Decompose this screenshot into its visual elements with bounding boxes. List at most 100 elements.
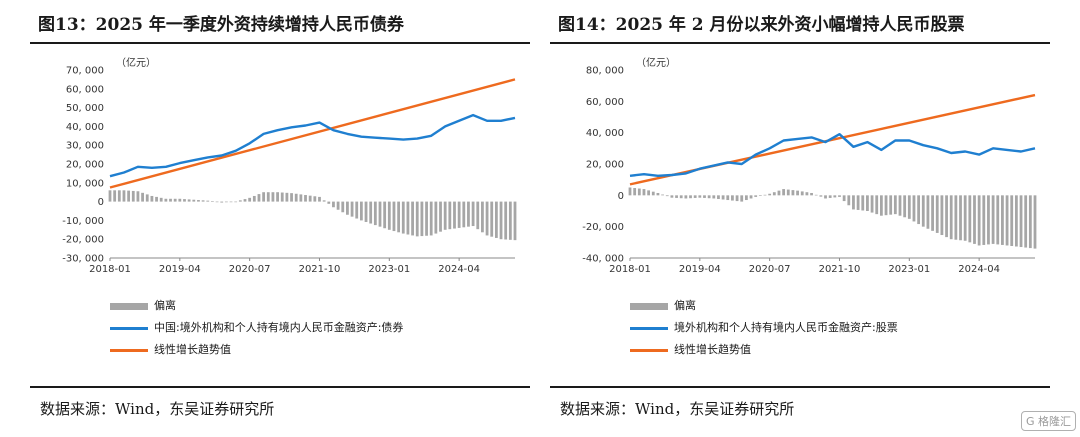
chart-title: 图14：2025 年 2 月份以来外资小幅增持人民币股票 — [558, 15, 965, 35]
y-tick-label: 70, 000 — [66, 66, 104, 77]
deviation-bar — [369, 201, 373, 224]
y-tick-label: 60, 000 — [66, 84, 104, 95]
deviation-bar — [187, 199, 191, 202]
bond-chart: （亿元） -30, 000 -20, 000 -10, 000 0 10, 000 20, … — [62, 56, 517, 275]
deviation-bar — [838, 195, 841, 197]
deviation-bar — [494, 201, 498, 238]
deviation-bar — [136, 191, 140, 202]
chart-panel-stocks: 图14：2025 年 2 月份以来外资小幅增持人民币股票 （亿元） -40, 00… — [550, 0, 1050, 437]
legend-label: 线性增长趋势值 — [154, 343, 231, 356]
deviation-bar — [387, 201, 391, 230]
deviation-bar — [675, 195, 678, 198]
deviation-bar — [921, 195, 925, 227]
deviation-bar — [796, 190, 799, 196]
deviation-bar — [805, 192, 809, 196]
deviation-bar — [346, 201, 349, 215]
y-tick-label: 40, 000 — [66, 122, 104, 133]
x-tick-label: 2018-01 — [609, 264, 651, 275]
deviation-bar — [131, 190, 135, 202]
trend-line — [109, 78, 516, 189]
deviation-bar — [689, 195, 692, 199]
deviation-bar — [499, 201, 503, 240]
deviation-bar — [810, 192, 813, 196]
deviation-bar — [959, 195, 962, 241]
deviation-bar — [661, 194, 664, 196]
legend-label: 境外机构和个人持有境内人民币金融资产:股票 — [674, 321, 898, 334]
deviation-bar — [903, 195, 907, 218]
y-tick-label: 0 — [98, 197, 104, 208]
deviation-bar — [164, 198, 168, 202]
y-tick-label: 40, 000 — [586, 128, 624, 139]
legend-label: 偏离 — [154, 299, 176, 312]
deviation-bar — [173, 198, 177, 202]
deviation-bar — [898, 195, 902, 216]
y-tick-label: -10, 000 — [62, 216, 104, 227]
y-tick-label: 60, 000 — [586, 97, 624, 108]
deviation-bar — [229, 201, 233, 203]
deviation-bar — [415, 201, 419, 237]
y-tick-label: -40, 000 — [582, 254, 624, 265]
deviation-bar — [712, 195, 716, 199]
y-tick-label: 0 — [618, 191, 624, 202]
legend-label: 偏离 — [674, 299, 696, 312]
deviation-bar — [633, 188, 637, 196]
deviation-bar — [290, 193, 293, 202]
deviation-bar — [642, 189, 646, 196]
deviation-bar — [341, 201, 345, 213]
deviation-bar — [889, 195, 893, 215]
deviation-bar — [749, 195, 753, 199]
deviation-bar — [336, 201, 340, 210]
deviation-bar — [448, 201, 452, 230]
deviation-bar — [294, 193, 298, 202]
deviation-bar — [758, 195, 762, 196]
deviation-bar — [940, 195, 944, 236]
source-rule — [30, 386, 530, 388]
deviation-bar — [926, 195, 930, 229]
deviation-bar — [968, 195, 972, 243]
x-tick-label: 2023-01 — [368, 264, 410, 275]
deviation-bar — [238, 200, 242, 202]
deviation-bar — [243, 199, 247, 202]
legend-swatch-deviation — [110, 303, 148, 310]
legend-swatch-trend — [630, 349, 668, 352]
deviation-bar — [912, 195, 916, 222]
deviation-bar — [285, 192, 289, 202]
actual-series-line — [629, 132, 1036, 178]
x-tick-label: 2019-04 — [159, 264, 201, 275]
deviation-bar — [996, 195, 1000, 245]
deviation-bar — [875, 195, 879, 215]
unit-label: （亿元） — [636, 56, 676, 69]
deviation-bar — [313, 196, 317, 202]
deviation-bar — [178, 198, 182, 202]
x-tick-label: 2024-04 — [958, 264, 1000, 275]
deviation-bar — [299, 194, 303, 202]
x-tick-label: 2024-04 — [438, 264, 480, 275]
deviation-bar — [271, 192, 275, 202]
deviation-bar — [987, 195, 990, 245]
deviation-bar — [935, 195, 939, 233]
deviation-bar — [856, 195, 860, 210]
deviation-bar — [991, 195, 995, 244]
deviation-bar — [457, 201, 461, 228]
deviation-bar — [276, 192, 279, 202]
deviation-bar — [308, 195, 312, 202]
deviation-bar — [378, 201, 382, 227]
deviation-bar — [262, 192, 266, 202]
deviation-bar — [786, 189, 790, 196]
y-tick-label: 20, 000 — [66, 160, 104, 171]
deviation-bar — [828, 195, 832, 198]
title-rule — [30, 42, 530, 44]
data-source: 数据来源：Wind，东吴证券研究所 — [40, 400, 275, 418]
deviation-bar — [304, 195, 307, 202]
deviation-bar — [698, 195, 702, 198]
x-tick-label: 2018-01 — [89, 264, 131, 275]
y-tick-label: 50, 000 — [66, 103, 104, 114]
deviation-bar — [651, 191, 655, 196]
deviation-bar — [819, 195, 823, 197]
deviation-bar — [490, 201, 494, 237]
title-rule — [550, 42, 1050, 44]
x-tick-label: 2019-04 — [679, 264, 721, 275]
deviation-bar — [122, 190, 126, 202]
chart-title: 图13：2025 年一季度外资持续增持人民币债券 — [38, 15, 404, 35]
deviation-bar — [707, 195, 711, 199]
